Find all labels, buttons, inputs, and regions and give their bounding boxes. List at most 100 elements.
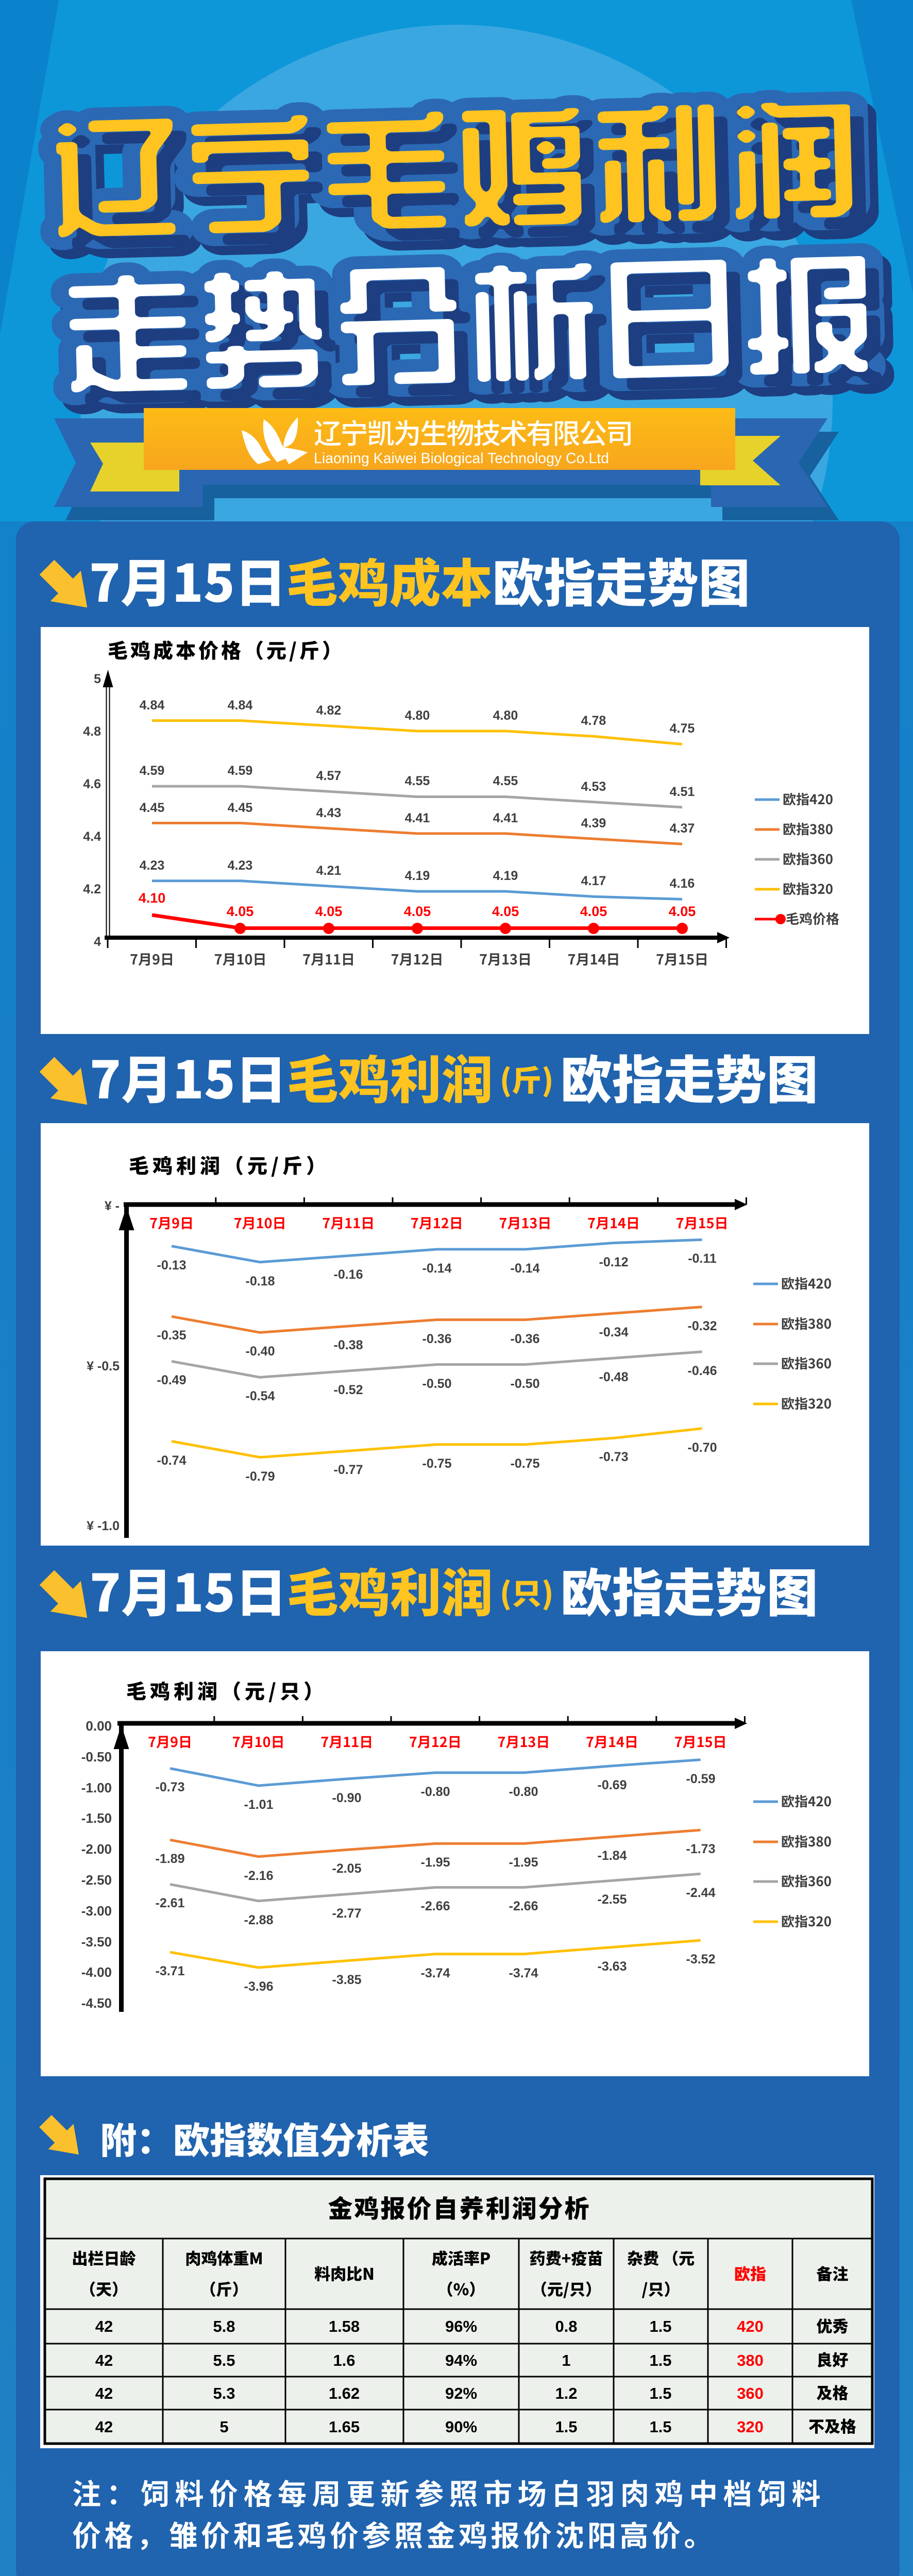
svg-text:4.57: 4.57 — [316, 769, 342, 783]
svg-text:4.75: 4.75 — [670, 721, 695, 736]
svg-text:4.55: 4.55 — [405, 774, 430, 788]
svg-text:1.5: 1.5 — [649, 2351, 671, 2369]
svg-text:-2.77: -2.77 — [332, 1906, 362, 1921]
svg-text:5.5: 5.5 — [213, 2351, 235, 2369]
svg-text:-3.96: -3.96 — [244, 1979, 274, 1994]
svg-text:4.19: 4.19 — [405, 869, 430, 883]
svg-text:4.55: 4.55 — [493, 774, 518, 788]
svg-text:1: 1 — [562, 2351, 570, 2369]
svg-text:1.2: 1.2 — [555, 2384, 577, 2402]
svg-text:-3.74: -3.74 — [509, 1966, 538, 1980]
svg-text:-1.95: -1.95 — [509, 1855, 538, 1870]
svg-text:-0.18: -0.18 — [246, 1274, 275, 1289]
svg-text:4.82: 4.82 — [316, 703, 342, 718]
svg-text:4.05: 4.05 — [227, 904, 254, 919]
svg-text:¥ -: ¥ - — [105, 1199, 120, 1213]
svg-text:4.10: 4.10 — [139, 890, 166, 906]
svg-text:4.6: 4.6 — [83, 777, 101, 791]
svg-text:-3.50: -3.50 — [81, 1934, 112, 1950]
svg-text:-2.66: -2.66 — [421, 1899, 450, 1913]
svg-text:-0.14: -0.14 — [422, 1261, 452, 1276]
svg-text:4.4: 4.4 — [83, 829, 101, 844]
svg-text:-3.71: -3.71 — [156, 1964, 185, 1978]
svg-text:-3.74: -3.74 — [421, 1966, 450, 1980]
svg-text:-3.00: -3.00 — [81, 1903, 112, 1919]
svg-text:4.05: 4.05 — [315, 904, 343, 919]
svg-text:42: 42 — [95, 2418, 113, 2436]
svg-text:0.8: 0.8 — [555, 2317, 577, 2335]
svg-text:-0.49: -0.49 — [157, 1373, 187, 1387]
svg-text:-0.79: -0.79 — [246, 1469, 275, 1484]
svg-text:-0.34: -0.34 — [599, 1325, 629, 1340]
svg-text:-0.50: -0.50 — [511, 1377, 540, 1391]
svg-text:4.2: 4.2 — [83, 882, 101, 896]
svg-text:-0.36: -0.36 — [422, 1332, 452, 1346]
svg-text:4.45: 4.45 — [140, 801, 165, 815]
svg-text:-0.16: -0.16 — [334, 1267, 363, 1282]
svg-text:4.8: 4.8 — [83, 724, 101, 739]
svg-text:-2.16: -2.16 — [244, 1869, 274, 1883]
svg-text:-3.85: -3.85 — [332, 1973, 362, 1987]
svg-text:-0.36: -0.36 — [511, 1332, 540, 1346]
svg-text:-0.38: -0.38 — [334, 1338, 363, 1352]
svg-text:4.19: 4.19 — [493, 869, 518, 883]
svg-text:-0.52: -0.52 — [334, 1383, 363, 1397]
svg-text:-0.40: -0.40 — [246, 1344, 275, 1359]
svg-text:-0.14: -0.14 — [511, 1261, 540, 1276]
svg-text:-0.54: -0.54 — [246, 1389, 275, 1403]
svg-text:4.05: 4.05 — [404, 904, 431, 919]
svg-text:-0.77: -0.77 — [334, 1463, 363, 1477]
svg-text:-2.44: -2.44 — [686, 1886, 716, 1900]
svg-text:4: 4 — [94, 935, 101, 949]
svg-text:1.5: 1.5 — [555, 2418, 577, 2436]
svg-text:360: 360 — [737, 2384, 764, 2402]
svg-text:1.6: 1.6 — [333, 2351, 355, 2369]
svg-text:4.23: 4.23 — [140, 858, 165, 873]
svg-text:4.43: 4.43 — [316, 806, 342, 820]
svg-text:-0.90: -0.90 — [332, 1791, 362, 1805]
svg-text:5: 5 — [94, 672, 101, 686]
svg-text:-0.80: -0.80 — [509, 1785, 538, 1799]
svg-text:4.37: 4.37 — [670, 821, 695, 836]
svg-text:-0.13: -0.13 — [157, 1258, 187, 1273]
svg-text:-1.01: -1.01 — [244, 1798, 274, 1812]
svg-text:¥ -1.0: ¥ -1.0 — [87, 1519, 120, 1533]
svg-text:-1.89: -1.89 — [156, 1852, 185, 1866]
svg-text:-2.50: -2.50 — [81, 1872, 112, 1888]
svg-text:4.41: 4.41 — [493, 811, 518, 825]
svg-text:5: 5 — [219, 2418, 228, 2436]
svg-text:-0.59: -0.59 — [686, 1772, 716, 1786]
svg-text:4.05: 4.05 — [669, 904, 696, 919]
svg-text:4.80: 4.80 — [493, 708, 518, 723]
svg-text:-2.61: -2.61 — [156, 1896, 185, 1910]
svg-text:4.84: 4.84 — [228, 698, 253, 713]
svg-text:-2.55: -2.55 — [598, 1892, 627, 1907]
svg-text:-1.73: -1.73 — [686, 1842, 716, 1856]
svg-text:-3.63: -3.63 — [598, 1959, 627, 1974]
svg-text:-0.50: -0.50 — [81, 1749, 112, 1765]
svg-text:-0.32: -0.32 — [688, 1319, 717, 1333]
svg-text:-0.75: -0.75 — [422, 1456, 452, 1471]
svg-text:5.3: 5.3 — [213, 2384, 235, 2402]
svg-text:1.65: 1.65 — [329, 2418, 360, 2436]
svg-text:1.5: 1.5 — [649, 2418, 671, 2436]
svg-text:4.80: 4.80 — [405, 708, 430, 723]
svg-text:4.41: 4.41 — [405, 811, 430, 825]
svg-text:Liaoning Kaiwei Biological Tec: Liaoning Kaiwei Biological Technology Co… — [314, 450, 609, 467]
svg-text:-0.69: -0.69 — [598, 1778, 627, 1792]
svg-text:42: 42 — [95, 2317, 113, 2335]
svg-text:-1.50: -1.50 — [81, 1810, 112, 1826]
svg-text:4.16: 4.16 — [670, 876, 695, 891]
svg-text:-0.73: -0.73 — [156, 1780, 185, 1794]
svg-text:4.21: 4.21 — [316, 863, 342, 878]
svg-text:-2.00: -2.00 — [81, 1841, 112, 1857]
svg-text:-0.74: -0.74 — [157, 1453, 187, 1468]
svg-text:4.51: 4.51 — [670, 785, 695, 799]
svg-text:4.39: 4.39 — [581, 816, 606, 831]
svg-text:-1.00: -1.00 — [81, 1780, 112, 1795]
svg-text:-0.73: -0.73 — [599, 1450, 629, 1464]
svg-text:-0.80: -0.80 — [421, 1785, 450, 1799]
svg-text:4.78: 4.78 — [581, 714, 606, 728]
svg-text:-0.48: -0.48 — [599, 1370, 629, 1384]
svg-text:-4.00: -4.00 — [81, 1964, 112, 1980]
